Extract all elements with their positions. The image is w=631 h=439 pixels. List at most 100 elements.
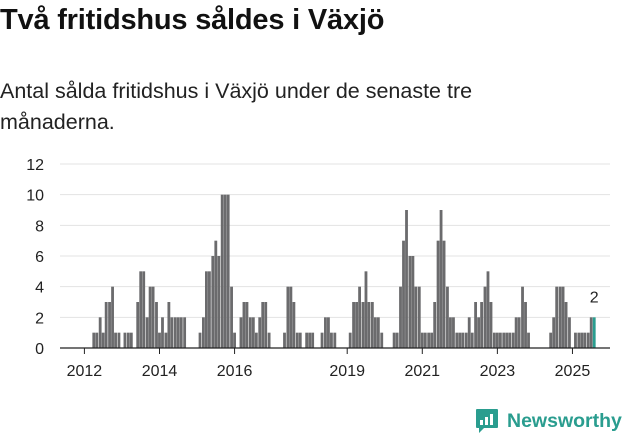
bar — [179, 317, 183, 348]
bar — [376, 317, 380, 348]
x-tick-label: 2025 — [555, 363, 591, 380]
bar — [148, 286, 152, 348]
bar — [370, 302, 374, 348]
bar — [298, 332, 302, 348]
bar — [123, 332, 127, 348]
bar — [267, 332, 271, 348]
bar — [217, 256, 221, 348]
bar — [161, 317, 164, 348]
x-tick-label: 2023 — [480, 363, 516, 380]
bar — [467, 317, 471, 348]
bar — [108, 302, 111, 348]
x-tick-label: 2019 — [329, 363, 365, 380]
y-tick-label: 6 — [35, 249, 44, 266]
bar — [239, 317, 243, 348]
bar — [511, 332, 515, 348]
bar — [142, 271, 146, 348]
bar — [95, 332, 99, 348]
bar — [308, 332, 312, 348]
newsworthy-logo-icon — [476, 409, 498, 433]
bar — [483, 286, 487, 348]
bar — [373, 317, 377, 348]
bar — [330, 332, 333, 348]
bar — [439, 210, 443, 348]
bar — [320, 332, 324, 348]
chart-subtitle: Antal sålda fritidshus i Växjö under de … — [0, 79, 473, 134]
bar — [361, 302, 365, 348]
bar — [352, 302, 355, 348]
bar — [111, 286, 114, 348]
y-tick-label: 10 — [26, 188, 44, 205]
bar — [474, 302, 478, 348]
bar — [508, 332, 512, 348]
bar — [430, 332, 434, 348]
y-tick-label: 12 — [26, 157, 44, 174]
bar — [261, 302, 265, 348]
bar — [395, 332, 399, 348]
bar — [251, 317, 255, 348]
bar — [355, 302, 358, 348]
bar — [226, 194, 230, 348]
bar — [155, 302, 158, 348]
bar — [126, 332, 130, 348]
y-tick-label: 2 — [35, 310, 44, 327]
bar — [117, 332, 121, 348]
bar — [449, 317, 452, 348]
bar — [458, 332, 462, 348]
bar — [446, 286, 449, 348]
bar — [211, 256, 215, 348]
bar-latest — [592, 317, 596, 348]
bar — [367, 302, 371, 348]
bar — [327, 317, 330, 348]
bar — [442, 240, 446, 348]
bar — [305, 332, 309, 348]
bar — [164, 332, 168, 348]
bar — [527, 332, 530, 348]
bar — [489, 302, 493, 348]
bar — [517, 317, 521, 348]
bar — [114, 332, 117, 348]
bar — [577, 332, 581, 348]
bar — [264, 302, 268, 348]
bar — [358, 286, 361, 348]
last-value-label: 2 — [590, 289, 599, 306]
bar — [502, 332, 506, 348]
bar — [248, 317, 252, 348]
x-tick-label: 2014 — [142, 363, 178, 380]
bar — [245, 302, 249, 348]
bar — [223, 194, 227, 348]
bar — [98, 317, 102, 348]
bar — [392, 332, 396, 348]
bar — [486, 271, 490, 348]
bar — [568, 317, 571, 348]
bar — [202, 317, 205, 348]
bar — [574, 332, 577, 348]
bar — [333, 332, 337, 348]
bar — [552, 317, 556, 348]
bar — [151, 286, 155, 348]
bar — [436, 240, 440, 348]
bar — [364, 271, 368, 348]
bar — [427, 332, 431, 348]
bar — [558, 286, 562, 348]
bar — [498, 332, 502, 348]
x-tick-label: 2021 — [404, 363, 440, 380]
bar — [242, 302, 246, 348]
bar — [580, 332, 584, 348]
bar — [423, 332, 427, 348]
bar — [555, 286, 559, 348]
bar — [170, 317, 174, 348]
bar — [145, 317, 149, 348]
bar — [514, 317, 518, 348]
bar — [230, 286, 233, 348]
bar — [461, 332, 465, 348]
bar — [92, 332, 96, 348]
bar — [583, 332, 587, 348]
bar — [402, 240, 405, 348]
x-tick-label: 2012 — [67, 363, 103, 380]
bar — [480, 302, 484, 348]
bar — [417, 286, 421, 348]
bar — [408, 256, 412, 348]
bar — [233, 332, 236, 348]
bar — [455, 332, 459, 348]
